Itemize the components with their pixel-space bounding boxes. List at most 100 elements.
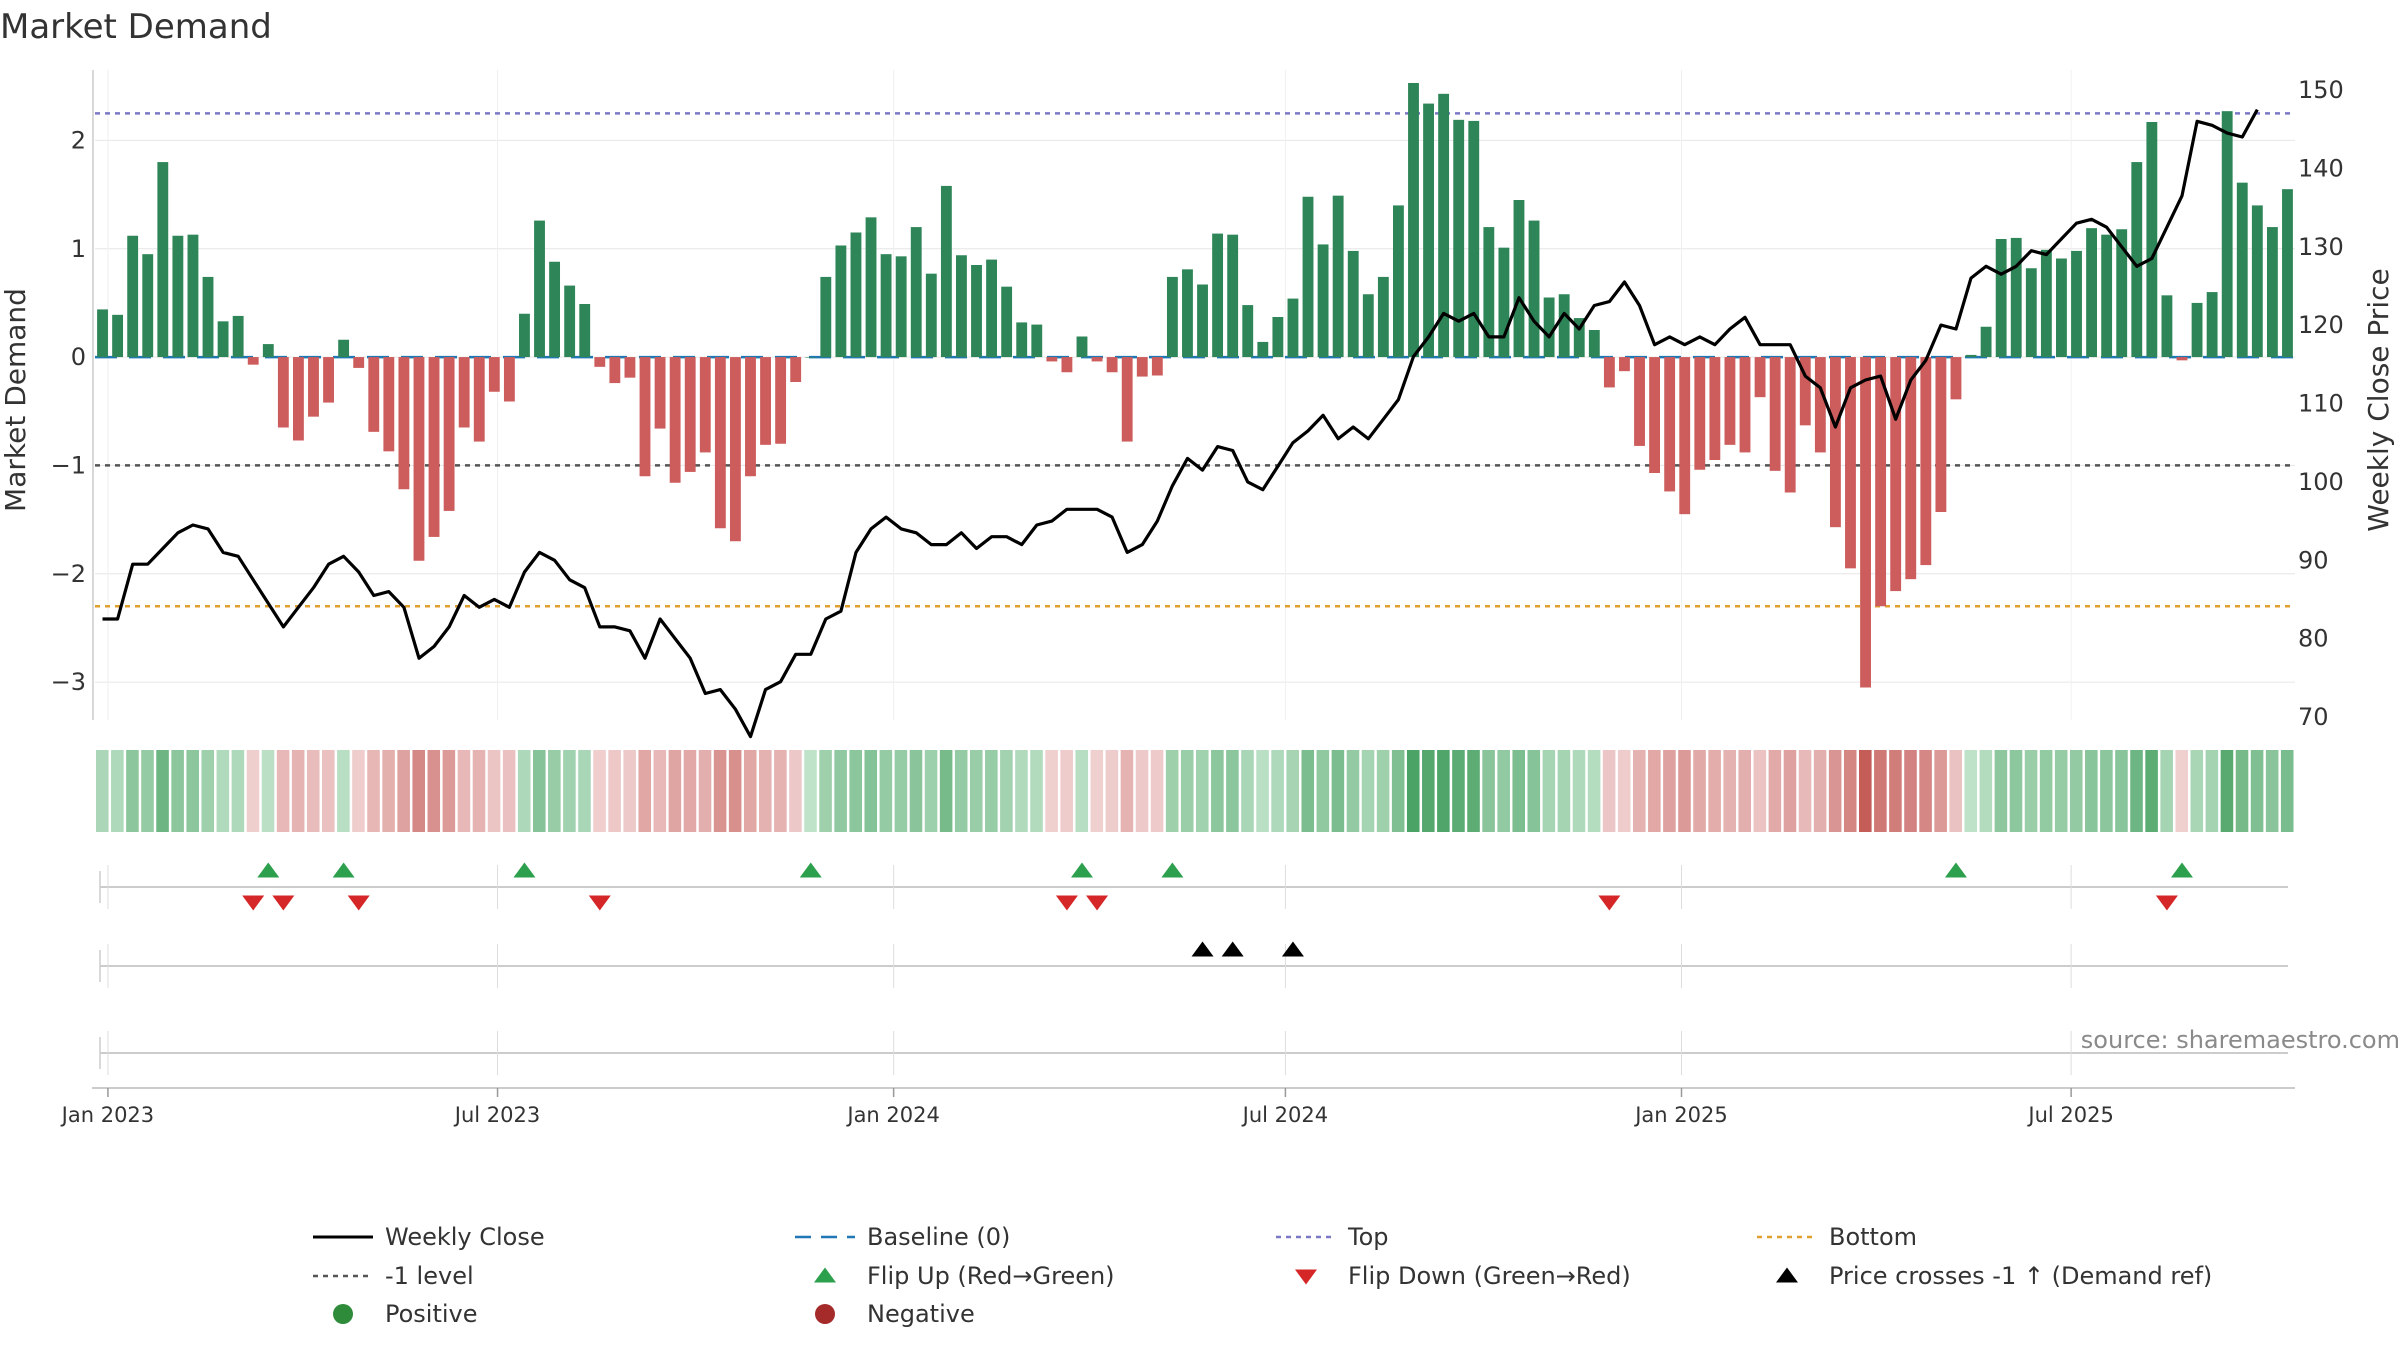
- demand-bar: [1046, 357, 1058, 362]
- heat-cell: [1843, 750, 1857, 832]
- x-tick-label: Jul 2023: [453, 1103, 540, 1127]
- demand-bar: [1528, 220, 1540, 358]
- heat-cell: [1949, 750, 1962, 832]
- demand-bar: [956, 255, 967, 358]
- flip-up-marker: [257, 862, 280, 878]
- heat-cell: [578, 750, 591, 832]
- flip-down-marker: [588, 895, 611, 911]
- heat-cell: [1874, 750, 1887, 832]
- heat-cell: [2039, 750, 2053, 832]
- demand-bar: [775, 357, 787, 444]
- heat-cell: [352, 750, 365, 832]
- source-label: source: sharemaestro.com: [2081, 1026, 2400, 1054]
- demand-bar: [1905, 357, 1917, 580]
- reference-levels: [95, 112, 2295, 608]
- heat-cell: [457, 750, 471, 832]
- heat-cell: [1859, 750, 1872, 832]
- demand-bar: [473, 357, 485, 442]
- y2-axis-label: Weekly Close Price: [2362, 268, 2395, 531]
- chart-title: Market Demand: [0, 7, 272, 47]
- demand-bar: [1588, 330, 1600, 358]
- demand-bar: [1212, 233, 1224, 358]
- demand-bar: [1980, 326, 1992, 358]
- legend-label: -1 level: [385, 1262, 474, 1290]
- heat-cell: [1165, 750, 1179, 832]
- demand-bar: [1001, 286, 1013, 358]
- heat-cell: [804, 750, 817, 832]
- demand-bar: [1709, 357, 1721, 460]
- heat-cell: [774, 750, 787, 832]
- heat-cell: [1708, 750, 1721, 832]
- heat-cell: [969, 750, 983, 832]
- heat-cell: [517, 750, 531, 832]
- y2-tick-label: 110: [2298, 390, 2344, 418]
- y2-tick-label: 130: [2298, 233, 2344, 261]
- heat-cell: [1060, 750, 1073, 832]
- heat-cell: [1828, 750, 1842, 832]
- heat-cell: [1015, 750, 1028, 832]
- y-tick-label: 0: [71, 343, 86, 371]
- demand-bar: [413, 357, 425, 561]
- price-cross-marker: [1221, 941, 1244, 957]
- demand-bar: [1694, 357, 1706, 470]
- flip-markers-panel: [99, 862, 2288, 911]
- grid-lines: [95, 70, 2295, 720]
- demand-bar: [127, 235, 139, 358]
- x-axis: Jan 2023 Jul 2023 Jan 2024 Jul 2024 Jan 2025…: [60, 1087, 2295, 1127]
- flip-up-marker: [1070, 862, 1093, 878]
- demand-bar: [1890, 357, 1902, 592]
- heat-cell: [141, 750, 154, 832]
- demand-bar: [669, 357, 681, 483]
- y2-tick-label: 100: [2298, 468, 2344, 496]
- y-axis-label: Market Demand: [0, 288, 32, 512]
- demand-bar: [805, 357, 817, 358]
- demand-bar: [308, 357, 319, 417]
- heat-cell: [1226, 750, 1239, 832]
- demand-bars: [97, 83, 2293, 688]
- heat-cell: [1934, 750, 1947, 832]
- demand-bar: [1302, 196, 1314, 358]
- heat-cell: [1391, 750, 1405, 832]
- heat-cell: [427, 750, 441, 832]
- demand-bar: [1920, 357, 1932, 566]
- heat-cell: [1301, 750, 1315, 832]
- demand-bar: [458, 357, 470, 428]
- heat-cell: [985, 750, 998, 832]
- heat-cell: [231, 750, 245, 832]
- heat-cell: [2009, 750, 2023, 832]
- legend: Weekly Close Baseline (0) Top Bottom -1 leve…: [313, 1223, 2212, 1328]
- heat-cell: [2130, 750, 2143, 832]
- heat-cell: [1241, 750, 1254, 832]
- demand-bar: [1965, 354, 1977, 358]
- y-tick-label: −3: [51, 668, 86, 696]
- demand-bar: [1166, 276, 1178, 358]
- demand-bar: [172, 235, 184, 358]
- demand-bar: [1151, 357, 1163, 376]
- heat-cell: [1150, 750, 1164, 832]
- demand-bar: [1031, 324, 1043, 358]
- heat-cell: [1211, 750, 1224, 832]
- demand-bar: [971, 265, 982, 358]
- demand-bar: [1498, 247, 1510, 358]
- flip-down-marker: [242, 895, 265, 911]
- demand-bar: [594, 357, 606, 367]
- heat-cell: [1482, 750, 1495, 832]
- demand-bar: [232, 315, 244, 358]
- demand-bar: [519, 313, 530, 358]
- demand-bar: [2086, 228, 2097, 358]
- demand-bar: [2040, 249, 2052, 358]
- legend-label: Top: [1347, 1223, 1389, 1251]
- x-tick-label: Jan 2024: [845, 1103, 940, 1127]
- y-tick-label: −1: [51, 451, 86, 479]
- demand-bar: [2176, 357, 2188, 361]
- legend-swatch-circle: [333, 1304, 353, 1324]
- heat-cell: [1422, 750, 1435, 832]
- heat-cell: [96, 750, 109, 832]
- legend-label: Price crosses -1 ↑ (Demand ref): [1829, 1262, 2212, 1290]
- heat-cell: [2250, 750, 2264, 832]
- heat-cell: [864, 750, 878, 832]
- heat-cell: [1587, 750, 1601, 832]
- demand-bar: [850, 232, 862, 358]
- heat-cell: [246, 750, 260, 832]
- heat-cell: [1180, 750, 1194, 832]
